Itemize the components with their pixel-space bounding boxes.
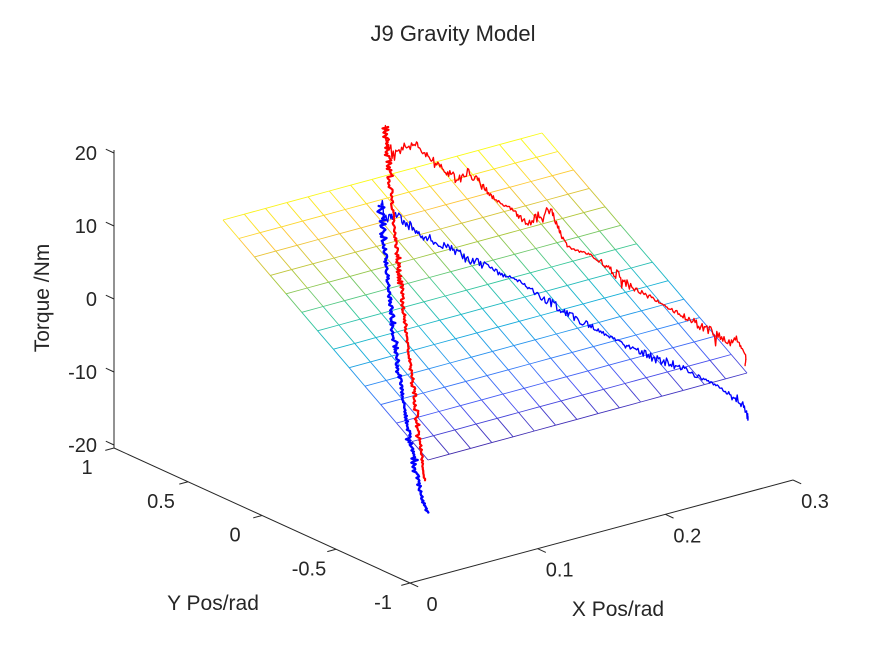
x-tick-label: 0.3 (801, 491, 829, 513)
y-tick-label: 0.5 (147, 491, 175, 513)
x-tick-label: 0.2 (673, 525, 701, 547)
z-tick-label: 0 (86, 289, 97, 311)
series-blue-drop (376, 204, 430, 514)
y-tick-label: 1 (81, 457, 92, 479)
y-tick-label: -0.5 (292, 558, 326, 580)
surface-mesh (222, 132, 748, 461)
x-tick-label: 0 (426, 594, 437, 616)
plot-title: J9 Gravity Model (370, 21, 535, 46)
data-series (376, 124, 749, 514)
x-axis-label: X Pos/rad (572, 598, 664, 621)
y-axis-label: Y Pos/rad (167, 592, 259, 615)
z-tick-label: 20 (75, 143, 97, 165)
series-blue-line (380, 199, 749, 421)
series-red-drop (381, 125, 427, 482)
x-tick-label: 0.1 (546, 560, 574, 582)
z-tick-label: -10 (68, 362, 97, 384)
series-red-line (384, 124, 747, 367)
z-axis-label: Torque /Nm (31, 244, 54, 353)
y-tick-label: -1 (374, 592, 392, 614)
y-tick-label: 0 (229, 525, 240, 547)
z-tick-label: -20 (68, 435, 97, 457)
z-tick-label: 10 (75, 216, 97, 238)
